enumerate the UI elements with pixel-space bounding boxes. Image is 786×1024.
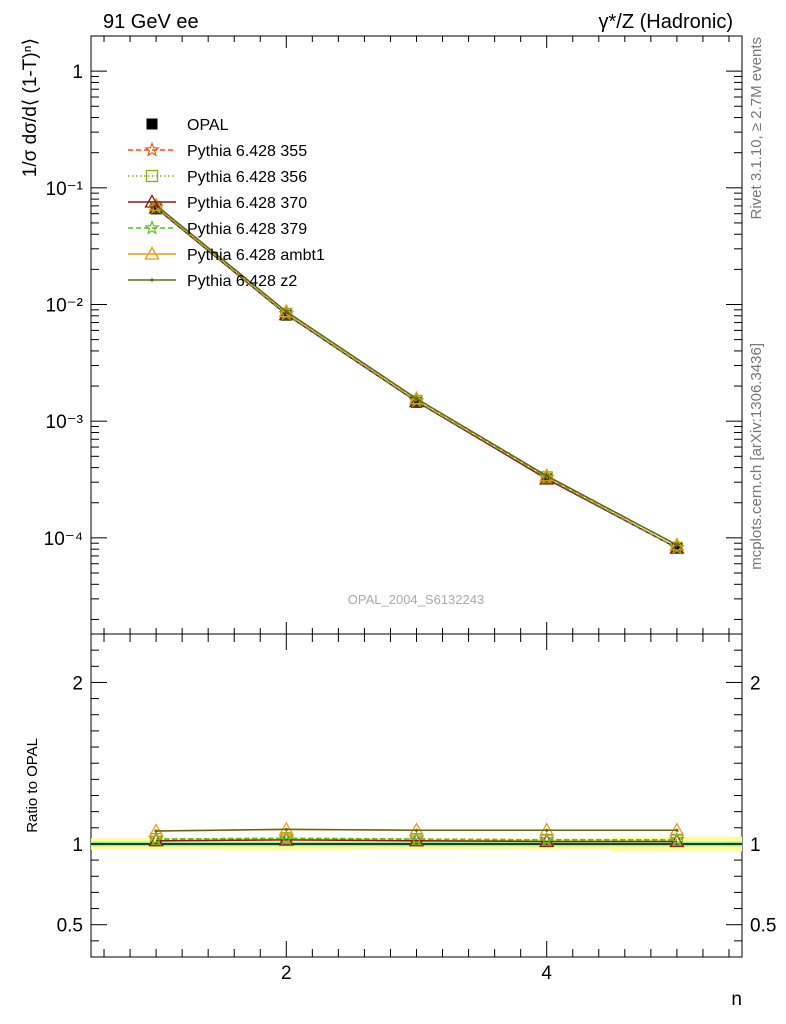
y-tick-label: 1: [72, 835, 83, 856]
legend-marker: [150, 278, 154, 282]
data-point: [669, 540, 685, 554]
analysis-watermark: OPAL_2004_S6132243: [348, 592, 484, 607]
legend-marker: [144, 141, 160, 157]
ratio-point: [669, 831, 685, 847]
data-point: [545, 474, 549, 478]
y-tick-label: 10⁻¹: [46, 179, 84, 200]
legend-label: Pythia 6.428 z2: [187, 273, 297, 290]
side-text-top: Rivet 3.1.10, ≥ 2.7M events: [748, 37, 765, 220]
side-text-bottom: mcplots.cern.ch [arXiv:1306.3436]: [748, 343, 765, 570]
header-right: γ*/Z (Hadronic): [599, 11, 733, 33]
series-line: [155, 206, 678, 549]
data-point: [148, 197, 164, 211]
y-tick-label: 1: [72, 62, 83, 83]
data-point: [671, 543, 683, 555]
data-point: [538, 469, 555, 484]
data-point: [539, 468, 555, 482]
legend-marker: [145, 169, 159, 183]
legend-marker: [144, 246, 160, 260]
data-point: [278, 303, 294, 318]
ratio-plot-frame: [90, 633, 743, 958]
ratio-y-axis-title: Ratio to OPAL: [24, 738, 41, 833]
legend-marker: [146, 118, 158, 130]
y-tick-label-right: 0.5: [750, 916, 776, 937]
data-point: [414, 397, 419, 401]
legend-label: OPAL: [187, 117, 229, 134]
ratio-point: [148, 830, 164, 846]
y-tick-label: 0.5: [57, 916, 83, 937]
x-axis-title: n: [731, 989, 742, 1010]
ratio-point: [538, 831, 555, 847]
legend-marker: [144, 194, 160, 208]
ratio-line: [156, 839, 677, 843]
ratio-line: [156, 837, 677, 841]
ratio-point: [414, 828, 419, 832]
x-tick-label: 4: [541, 963, 552, 984]
ratio-panel: 0.5 0.5 1 1 2 2 2 4: [57, 633, 776, 984]
ratio-point: [408, 830, 425, 846]
y-tick-label-right: 2: [750, 673, 761, 694]
ratio-series-3: [148, 830, 685, 847]
ratio-point: [284, 827, 288, 832]
ratio-point: [154, 829, 158, 833]
legend-label: Pythia 6.428 356: [187, 169, 307, 186]
data-point: [675, 543, 679, 547]
data-point: [669, 537, 685, 551]
ratio-point: [278, 830, 295, 845]
y-tick-label-right: 1: [750, 835, 761, 856]
header-left: 91 GeV ee: [103, 11, 199, 33]
ratio-point: [545, 828, 549, 832]
y-tick-label: 10⁻²: [46, 295, 84, 316]
legend: OPAL Pythia 6.428 355 Pythia 6.428 356 Pyth…: [128, 117, 325, 290]
legend-label: Pythia 6.428 355: [187, 143, 307, 160]
y-tick-label: 2: [72, 673, 83, 694]
main-y-axis-title: 1/σ dσ/d⟨ (1-T)ⁿ⟩: [20, 38, 41, 177]
x-tick-label: 2: [281, 963, 292, 984]
y-tick-label: 10⁻⁴: [44, 529, 83, 550]
data-point: [284, 309, 288, 314]
y-tick-label: 10⁻³: [46, 412, 84, 433]
main-panel: 1 10⁻¹ 10⁻² 10⁻³ 10⁻⁴ OPAL Pythia 6.428 355 Pyt…: [44, 35, 743, 635]
legend-label: Pythia 6.428 ambt1: [187, 247, 325, 264]
legend-label: Pythia 6.428 370: [187, 195, 307, 212]
data-point: [408, 390, 425, 405]
ratio-series-5: [154, 827, 679, 833]
ratio-point: [675, 828, 679, 832]
legend-label: Pythia 6.428 379: [187, 221, 307, 238]
ratio-point: [278, 821, 294, 836]
legend-marker: [144, 219, 160, 235]
